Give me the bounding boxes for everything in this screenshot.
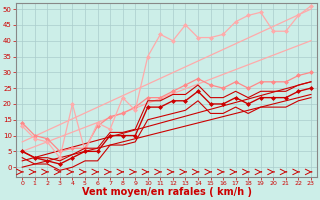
X-axis label: Vent moyen/en rafales ( km/h ): Vent moyen/en rafales ( km/h ): [82, 187, 252, 197]
